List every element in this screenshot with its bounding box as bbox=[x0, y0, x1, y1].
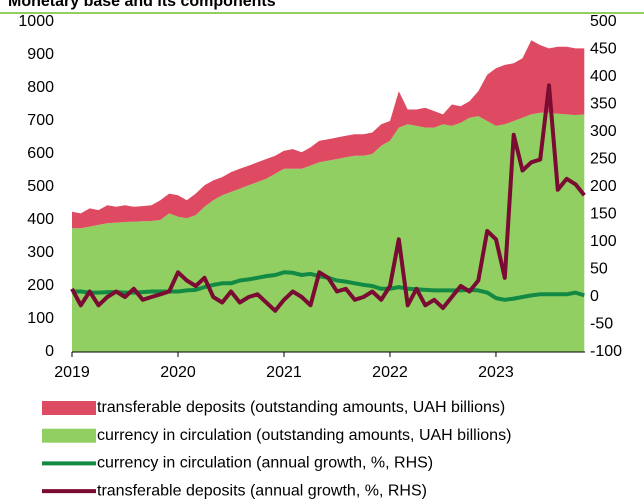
y-tick-label: 100 bbox=[27, 310, 54, 327]
y2-tick-label: 350 bbox=[590, 96, 617, 113]
y-tick-label: 500 bbox=[27, 178, 54, 195]
y-tick-label: 200 bbox=[27, 277, 54, 294]
legend-label: transferable deposits (outstanding amoun… bbox=[97, 399, 505, 416]
x-tick-label: 2022 bbox=[372, 364, 408, 381]
x-tick-label: 2023 bbox=[478, 364, 514, 381]
y-tick-label: 0 bbox=[45, 343, 54, 360]
legend-swatch bbox=[42, 428, 96, 443]
y2-tick-label: -50 bbox=[590, 316, 613, 333]
y-tick-label: 400 bbox=[27, 211, 54, 228]
y-tick-label: 600 bbox=[27, 145, 54, 162]
area bbox=[72, 40, 585, 229]
y2-tick-label: -100 bbox=[590, 343, 622, 360]
legend-label: currency in circulation (annual growth, … bbox=[97, 455, 433, 472]
chart-title: Monetary base and its components bbox=[8, 0, 276, 10]
y2-tick-label: 150 bbox=[590, 206, 617, 223]
legend-swatch bbox=[42, 401, 96, 415]
legend-label: transferable deposits (annual growth, %,… bbox=[97, 482, 427, 499]
y-tick-label: 700 bbox=[27, 112, 54, 129]
y2-tick-label: 50 bbox=[590, 261, 608, 278]
y2-tick-label: 0 bbox=[590, 288, 599, 305]
x-tick-label: 2021 bbox=[266, 364, 302, 381]
y2-tick-label: 300 bbox=[590, 123, 617, 140]
y2-tick-label: 100 bbox=[590, 233, 617, 250]
y2-tick-label: 250 bbox=[590, 151, 617, 168]
x-tick-label: 2020 bbox=[160, 364, 196, 381]
legend-label: currency in circulation (outstanding amo… bbox=[97, 427, 511, 444]
y2-tick-label: 200 bbox=[590, 178, 617, 195]
y-tick-label: 300 bbox=[27, 244, 54, 261]
y2-tick-label: 400 bbox=[590, 68, 617, 85]
y2-tick-label: 500 bbox=[590, 13, 617, 30]
y2-tick-label: 450 bbox=[590, 41, 617, 58]
y-tick-label: 800 bbox=[27, 79, 54, 96]
line bbox=[70, 83, 586, 313]
y-tick-label: 1000 bbox=[18, 13, 54, 30]
y-tick-label: 900 bbox=[27, 46, 54, 63]
x-tick-label: 2019 bbox=[54, 364, 90, 381]
